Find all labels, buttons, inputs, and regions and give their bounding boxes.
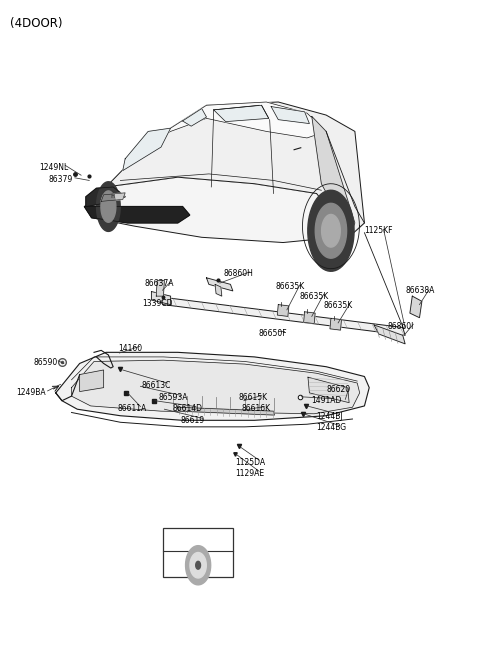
Polygon shape xyxy=(215,284,222,296)
Polygon shape xyxy=(152,291,170,305)
Polygon shape xyxy=(147,102,326,145)
Polygon shape xyxy=(410,296,422,318)
Text: 86613C: 86613C xyxy=(142,381,171,390)
Text: 86638A: 86638A xyxy=(405,286,434,295)
Polygon shape xyxy=(154,296,405,335)
Polygon shape xyxy=(84,177,364,242)
Polygon shape xyxy=(308,377,349,403)
Text: (4DOOR): (4DOOR) xyxy=(10,17,63,30)
Text: 86620: 86620 xyxy=(326,385,350,394)
Text: 1491AD: 1491AD xyxy=(311,396,341,405)
Text: 1339CD: 1339CD xyxy=(142,299,172,309)
Polygon shape xyxy=(315,203,347,258)
Polygon shape xyxy=(101,193,125,201)
Polygon shape xyxy=(190,553,206,578)
Polygon shape xyxy=(206,278,233,291)
Polygon shape xyxy=(312,117,355,236)
Text: 1249NL: 1249NL xyxy=(39,163,68,172)
Text: 1125DA: 1125DA xyxy=(235,458,265,466)
Text: 86635K: 86635K xyxy=(300,291,329,301)
Text: 86635K: 86635K xyxy=(276,282,305,291)
Text: H: H xyxy=(110,195,114,199)
Text: 86619: 86619 xyxy=(180,416,204,425)
Polygon shape xyxy=(304,312,315,324)
Polygon shape xyxy=(374,325,405,344)
Text: 86635K: 86635K xyxy=(324,301,353,310)
Polygon shape xyxy=(123,128,170,171)
Polygon shape xyxy=(196,561,201,569)
Text: 86590: 86590 xyxy=(33,358,58,367)
Polygon shape xyxy=(308,190,354,271)
Text: 1129AE: 1129AE xyxy=(235,469,264,477)
Bar xyxy=(163,527,233,577)
Polygon shape xyxy=(72,360,360,414)
Text: 86379: 86379 xyxy=(48,176,73,184)
Text: 1125KF: 1125KF xyxy=(364,226,393,235)
Polygon shape xyxy=(330,318,341,330)
Text: 1244BJ: 1244BJ xyxy=(317,412,343,421)
Text: 86860H: 86860H xyxy=(223,269,253,278)
Polygon shape xyxy=(277,305,289,316)
Text: 86650F: 86650F xyxy=(258,329,287,338)
Polygon shape xyxy=(80,370,104,392)
Polygon shape xyxy=(56,352,369,421)
Polygon shape xyxy=(106,102,364,236)
Polygon shape xyxy=(101,191,116,222)
Text: 1249BA: 1249BA xyxy=(16,388,46,398)
Text: 86860I: 86860I xyxy=(387,322,414,331)
Polygon shape xyxy=(178,407,275,415)
Polygon shape xyxy=(156,280,164,296)
Polygon shape xyxy=(186,546,211,585)
Polygon shape xyxy=(182,109,206,126)
Text: 86614D: 86614D xyxy=(173,404,203,413)
Text: 1338AC: 1338AC xyxy=(187,533,217,542)
Polygon shape xyxy=(84,206,190,223)
Polygon shape xyxy=(214,105,269,122)
Polygon shape xyxy=(86,187,125,206)
Polygon shape xyxy=(322,214,340,247)
Text: 86611A: 86611A xyxy=(118,404,147,413)
Text: 14160: 14160 xyxy=(118,344,142,353)
Text: 86616K: 86616K xyxy=(241,404,271,413)
Polygon shape xyxy=(96,181,120,231)
Polygon shape xyxy=(271,107,310,124)
Text: 86615K: 86615K xyxy=(239,393,268,402)
Text: 1244BG: 1244BG xyxy=(317,423,347,432)
Text: 86593A: 86593A xyxy=(158,393,188,402)
Text: 86637A: 86637A xyxy=(144,279,174,288)
